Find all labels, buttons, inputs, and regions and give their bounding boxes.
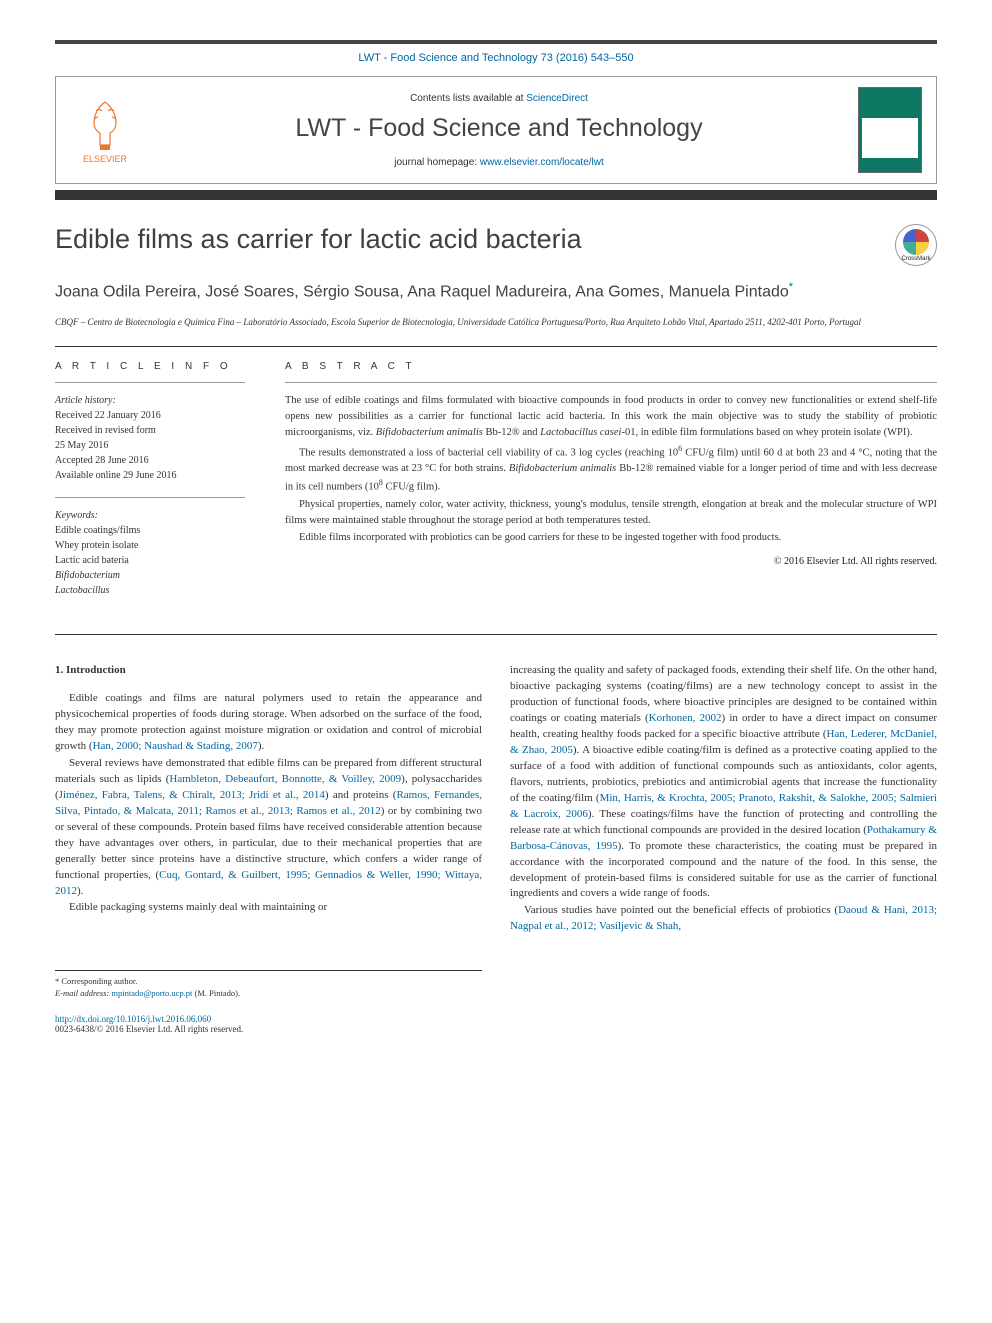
homepage-line: journal homepage: www.elsevier.com/locat… <box>140 157 858 168</box>
text: ). <box>77 885 83 897</box>
article-history-block: Article history: Received 22 January 201… <box>55 393 245 483</box>
contents-prefix: Contents lists available at <box>410 93 526 104</box>
homepage-prefix: journal homepage: <box>394 157 480 168</box>
body-p: Several reviews have demonstrated that e… <box>55 756 482 899</box>
text: Bb-12® and <box>483 427 540 438</box>
text: -01, in edible film formulations based o… <box>621 427 912 438</box>
body-columns: 1. Introduction Edible coatings and film… <box>55 663 937 1000</box>
text: CFU/g film). <box>383 481 440 492</box>
elsevier-logo: ELSEVIER <box>70 90 140 170</box>
footnotes: * Corresponding author. E-mail address: … <box>55 970 482 1000</box>
article-info-col: A R T I C L E I N F O Article history: R… <box>55 361 255 612</box>
keyword: Bifidobacterium <box>55 568 245 583</box>
body-p: Edible packaging systems mainly deal wit… <box>55 900 482 916</box>
cite-link[interactable]: Hambleton, Debeaufort, Bonnotte, & Voill… <box>169 773 401 785</box>
top-rule <box>55 40 937 44</box>
text: Various studies have pointed out the ben… <box>524 904 838 916</box>
issn-copyright: 0023-6438/© 2016 Elsevier Ltd. All right… <box>55 1024 937 1034</box>
intro-heading: 1. Introduction <box>55 663 482 679</box>
history-line: Accepted 28 June 2016 <box>55 453 245 468</box>
article-title: Edible films as carrier for lactic acid … <box>55 224 582 255</box>
keyword: Lactobacillus <box>55 583 245 598</box>
history-line: Received in revised form <box>55 423 245 438</box>
history-label: Article history: <box>55 393 245 408</box>
keyword: Edible coatings/films <box>55 523 245 538</box>
corresp-marker: * <box>789 281 793 293</box>
email-footnote: E-mail address: mpintado@porto.ucp.pt (M… <box>55 988 482 1000</box>
text: ) and proteins ( <box>325 789 397 801</box>
text: ). <box>258 740 264 752</box>
email-label: E-mail address: <box>55 988 109 998</box>
cover-thumb-panel <box>862 118 918 158</box>
email-link[interactable]: mpintado@porto.ucp.pt <box>111 988 192 998</box>
abstract-p4: Edible films incorporated with probiotic… <box>285 530 937 546</box>
cite-link[interactable]: Jiménez, Fabra, Talens, & Chiralt, 2013;… <box>59 789 325 801</box>
text: The results demonstrated a loss of bacte… <box>299 447 678 458</box>
body-p: Edible coatings and films are natural po… <box>55 691 482 755</box>
body-divider <box>55 634 937 635</box>
abstract-text: The use of edible coatings and films for… <box>285 393 937 546</box>
abstract-col: A B S T R A C T The use of edible coatin… <box>285 361 937 612</box>
sciencedirect-link[interactable]: ScienceDirect <box>526 93 588 104</box>
corresp-footnote: * Corresponding author. <box>55 976 482 988</box>
section-bar <box>55 190 937 200</box>
header-center: Contents lists available at ScienceDirec… <box>140 93 858 168</box>
doi-link[interactable]: http://dx.doi.org/10.1016/j.lwt.2016.06.… <box>55 1014 937 1024</box>
cite-link[interactable]: Han, 2000; Naushad & Stading, 2007 <box>93 740 258 752</box>
article-info-heading: A R T I C L E I N F O <box>55 361 245 383</box>
cite-link[interactable]: Korhonen, 2002 <box>649 712 722 724</box>
keyword: Lactic acid bateria <box>55 553 245 568</box>
body-p: increasing the quality and safety of pac… <box>510 663 937 902</box>
abstract-p2: The results demonstrated a loss of bacte… <box>285 443 937 495</box>
body-p: Various studies have pointed out the ben… <box>510 903 937 935</box>
author-list: Joana Odila Pereira, José Soares, Sérgio… <box>55 283 789 300</box>
homepage-link[interactable]: www.elsevier.com/locate/lwt <box>480 157 604 168</box>
info-abstract-row: A R T I C L E I N F O Article history: R… <box>55 361 937 612</box>
keywords-label: Keywords: <box>55 508 245 523</box>
history-line: 25 May 2016 <box>55 438 245 453</box>
abstract-heading: A B S T R A C T <box>285 361 937 383</box>
affiliation: CBQF – Centro de Biotecnologia e Química… <box>55 316 937 329</box>
email-name: (M. Pintado). <box>195 988 241 998</box>
contents-line: Contents lists available at ScienceDirec… <box>140 93 858 104</box>
keyword: Whey protein isolate <box>55 538 245 553</box>
keywords-block: Keywords: Edible coatings/films Whey pro… <box>55 508 245 598</box>
crossmark-badge[interactable]: CrossMark <box>895 224 937 266</box>
crossmark-label: CrossMark <box>901 256 930 262</box>
body-col-right: increasing the quality and safety of pac… <box>510 663 937 1000</box>
text: Bifidobacterium animalis <box>376 427 483 438</box>
info-divider <box>55 497 245 498</box>
elsevier-label: ELSEVIER <box>83 154 127 164</box>
journal-name: LWT - Food Science and Technology <box>140 114 858 143</box>
text: Lactobacillus casei <box>540 427 621 438</box>
abstract-p1: The use of edible coatings and films for… <box>285 393 937 440</box>
body-col-left: 1. Introduction Edible coatings and film… <box>55 663 482 1000</box>
title-row: Edible films as carrier for lactic acid … <box>55 224 937 266</box>
divider-1 <box>55 346 937 347</box>
header-citation: LWT - Food Science and Technology 73 (20… <box>55 52 937 64</box>
abstract-copyright: © 2016 Elsevier Ltd. All rights reserved… <box>285 556 937 567</box>
crossmark-icon <box>903 229 929 255</box>
history-line: Received 22 January 2016 <box>55 408 245 423</box>
authors: Joana Odila Pereira, José Soares, Sérgio… <box>55 280 937 304</box>
history-line: Available online 29 June 2016 <box>55 468 245 483</box>
journal-cover-thumb <box>858 87 922 173</box>
elsevier-tree-icon <box>80 97 130 152</box>
text: Bifidobacterium animalis <box>509 463 616 474</box>
abstract-p3: Physical properties, namely color, water… <box>285 497 937 529</box>
journal-header-box: ELSEVIER Contents lists available at Sci… <box>55 76 937 184</box>
